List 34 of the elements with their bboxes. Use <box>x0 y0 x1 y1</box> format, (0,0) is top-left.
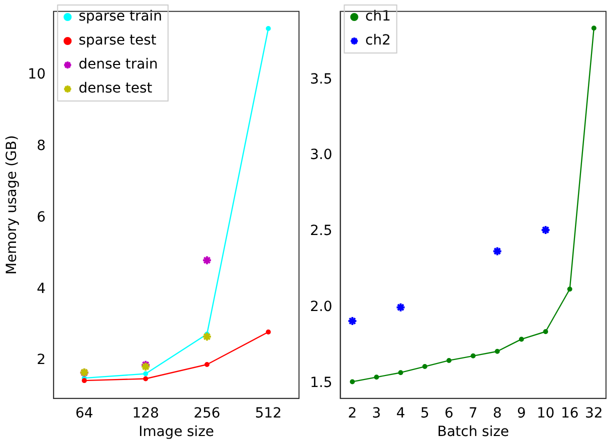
x-tick-label: 128 <box>132 405 159 422</box>
y-tick-label: 10 <box>28 66 46 83</box>
x-tick-label: 4 <box>396 405 406 422</box>
x-axis-title: Image size <box>138 424 214 440</box>
x-tick-label: 5 <box>420 405 430 422</box>
y-tick-label: 1.5 <box>310 374 332 391</box>
y-tick-label: 2.5 <box>310 223 332 240</box>
x-tick-label: 10 <box>536 405 555 422</box>
x-tick-label: 2 <box>348 405 357 422</box>
x-tick-label: 7 <box>468 405 478 422</box>
x-tick-label: 6 <box>444 405 454 422</box>
y-tick-label: 2 <box>36 352 46 368</box>
legend-label: dense test <box>78 80 153 97</box>
y-tick-label: 3.5 <box>310 71 332 88</box>
y-tick-label: 8 <box>36 138 46 154</box>
x-tick-label: 32 <box>585 405 603 422</box>
x-tick-label: 3 <box>372 405 381 422</box>
legend-label: ch2 <box>365 32 391 49</box>
legend-label: sparse test <box>78 32 157 49</box>
y-axis-title: Memory usage (GB) <box>4 135 20 275</box>
y-tick-label: 3.0 <box>310 147 332 164</box>
legend-label: sparse train <box>78 8 162 25</box>
y-tick-label: 6 <box>36 209 46 226</box>
x-axis-title: Batch size <box>437 424 510 440</box>
x-tick-label: 9 <box>516 405 526 422</box>
x-tick-label: 256 <box>194 405 220 422</box>
legend-label: ch1 <box>365 8 391 25</box>
legend-label: dense train <box>78 56 158 73</box>
x-tick-label: 8 <box>492 405 502 422</box>
y-tick-label: 4 <box>36 280 46 297</box>
x-tick-label: 16 <box>560 405 579 422</box>
x-tick-label: 64 <box>75 405 94 422</box>
x-tick-label: 512 <box>254 405 282 422</box>
y-tick-label: 2.0 <box>310 298 332 315</box>
